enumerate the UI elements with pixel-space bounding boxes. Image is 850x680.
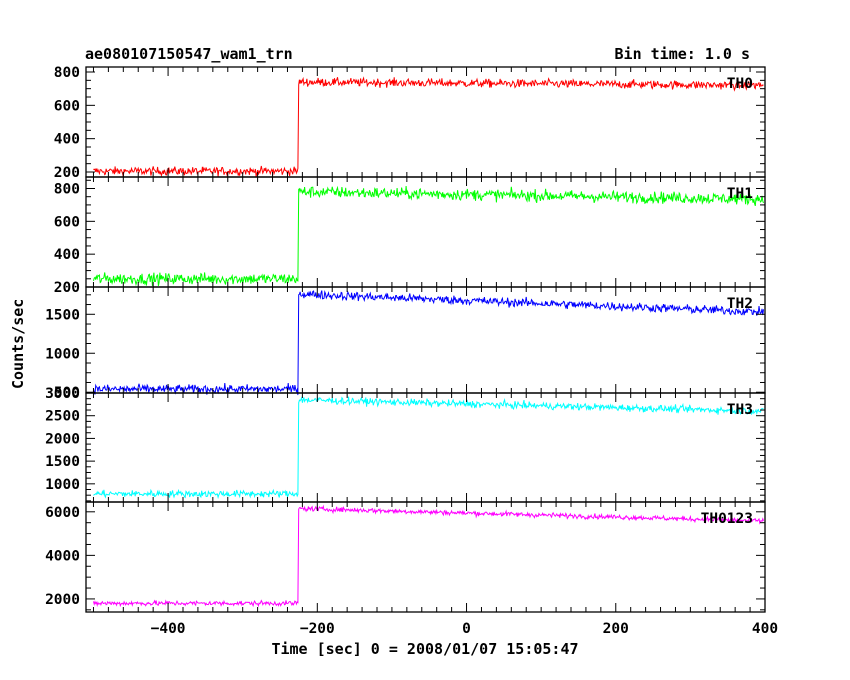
series-label-th2: TH2 (727, 296, 753, 312)
x-tick-label: −200 (300, 621, 335, 637)
series-line-th2 (93, 289, 764, 396)
y-tick-label: 1500 (45, 454, 80, 470)
panel-frame-th0 (85, 66, 766, 178)
x-tick-label: 0 (462, 621, 471, 637)
y-tick-label: 1000 (45, 346, 80, 362)
y-axis-label: Counts/sec (9, 298, 27, 389)
y-tick-label: 400 (54, 247, 80, 263)
x-tick-label: −400 (151, 621, 186, 637)
y-tick-label: 1500 (45, 307, 80, 323)
series-line-th3 (93, 396, 764, 500)
y-tick-label: 2500 (45, 409, 80, 425)
series-label-th0123: TH0123 (701, 511, 753, 527)
x-tick-label: 400 (752, 621, 778, 637)
series-label-th3: TH3 (727, 402, 753, 418)
y-tick-label: 600 (54, 214, 80, 230)
y-tick-label: 2000 (45, 592, 80, 608)
y-tick-label: 400 (54, 132, 80, 148)
series-label-th1: TH1 (727, 186, 753, 202)
y-tick-label: 200 (54, 280, 80, 296)
y-tick-label: 800 (54, 65, 80, 81)
y-tick-label: 3000 (45, 386, 80, 402)
x-axis-label: Time [sec] 0 = 2008/01/07 15:05:47 (271, 640, 579, 658)
y-tick-label: 600 (54, 98, 80, 114)
series-line-th1 (93, 185, 764, 287)
y-tick-label: 500 (54, 385, 80, 401)
y-tick-label: 2000 (45, 431, 80, 447)
y-tick-label: 4000 (45, 548, 80, 564)
y-tick-label: 800 (54, 181, 80, 197)
panel-frame-th2 (85, 286, 766, 394)
y-tick-label: 1000 (45, 477, 80, 493)
x-tick-label: 200 (603, 621, 629, 637)
bin-time-label: Bin time: 1.0 s (614, 45, 750, 63)
panel-frame-th0123 (85, 501, 766, 613)
series-line-th0 (93, 76, 764, 178)
series-label-th0: TH0 (727, 76, 753, 92)
series-line-th0123 (93, 504, 764, 608)
y-tick-label: 200 (54, 165, 80, 181)
y-tick-label: 6000 (45, 505, 80, 521)
chart-title: ae080107150547_wam1_trn (85, 45, 293, 63)
